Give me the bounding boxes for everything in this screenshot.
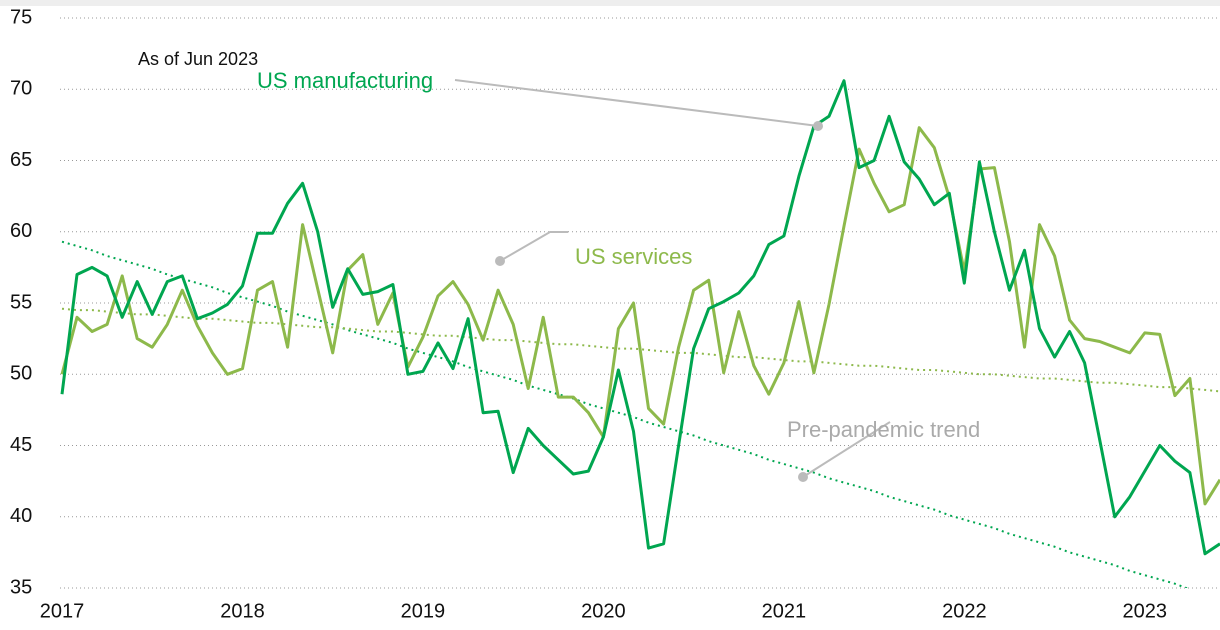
trend-line bbox=[61, 307, 1220, 393]
leader-line bbox=[454, 79, 819, 127]
y-tick-label: 55 bbox=[10, 291, 32, 313]
y-tick-label: 40 bbox=[10, 505, 32, 527]
subtitle: As of Jun 2023 bbox=[138, 49, 258, 69]
x-tick-label: 2021 bbox=[762, 600, 807, 622]
y-tick-label: 65 bbox=[10, 149, 32, 171]
series-label: US services bbox=[575, 244, 692, 269]
trend-line bbox=[61, 240, 1190, 588]
x-tick-label: 2017 bbox=[40, 600, 85, 622]
x-tick-label: 2018 bbox=[220, 600, 265, 622]
y-tick-label: 50 bbox=[10, 363, 32, 385]
leader-dot bbox=[813, 121, 823, 131]
x-tick-label: 2019 bbox=[401, 600, 446, 622]
leader-dot bbox=[495, 256, 505, 266]
y-tick-label: 70 bbox=[10, 78, 32, 100]
top-band bbox=[0, 0, 1220, 6]
series-line bbox=[60, 79, 1220, 556]
leader-dot bbox=[798, 472, 808, 482]
x-tick-label: 2020 bbox=[581, 600, 626, 622]
y-tick-label: 35 bbox=[10, 576, 32, 598]
y-tick-label: 45 bbox=[10, 434, 32, 456]
series-line bbox=[60, 126, 1220, 506]
x-tick-label: 2022 bbox=[942, 600, 987, 622]
y-tick-label: 75 bbox=[10, 6, 32, 28]
leader-line bbox=[499, 231, 568, 262]
x-tick-label: 2023 bbox=[1123, 600, 1168, 622]
leader-line bbox=[802, 421, 891, 478]
trend-label: Pre-pandemic trend bbox=[787, 417, 980, 442]
series-label: US manufacturing bbox=[257, 68, 433, 93]
y-tick-label: 60 bbox=[10, 220, 32, 242]
